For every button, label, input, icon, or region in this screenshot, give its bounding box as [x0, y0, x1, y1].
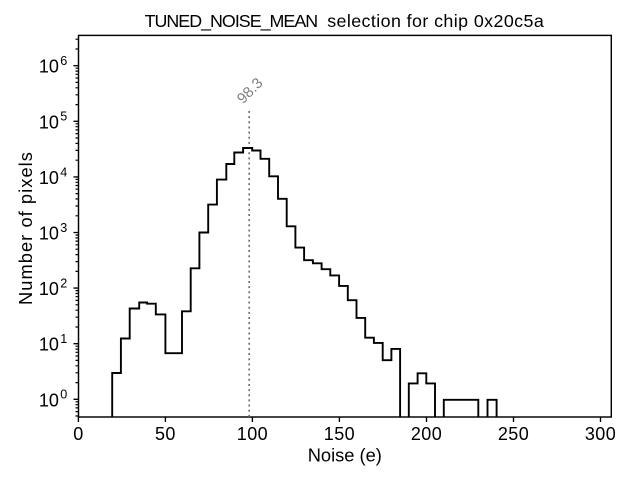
svg-text:0: 0	[60, 388, 67, 402]
svg-text:3: 3	[60, 221, 67, 235]
svg-text:0: 0	[73, 424, 83, 444]
svg-text:100: 100	[237, 424, 268, 444]
svg-text:10: 10	[39, 224, 59, 244]
svg-text:TUNED_NOISE_MEAN: TUNED_NOISE_MEAN	[145, 11, 318, 32]
svg-text:4: 4	[60, 165, 67, 179]
svg-text:200: 200	[411, 424, 442, 444]
svg-text:10: 10	[39, 168, 59, 188]
svg-text:selection for chip 0x20c5a: selection for chip 0x20c5a	[327, 11, 544, 31]
svg-text:300: 300	[585, 424, 616, 444]
svg-text:6: 6	[60, 54, 67, 68]
svg-text:150: 150	[324, 424, 355, 444]
svg-text:50: 50	[155, 424, 176, 444]
svg-text:Noise (e): Noise (e)	[308, 445, 382, 466]
svg-text:10: 10	[39, 390, 59, 410]
svg-text:1: 1	[60, 332, 67, 346]
svg-text:Number of pixels: Number of pixels	[15, 151, 36, 305]
svg-text:2: 2	[60, 277, 67, 291]
svg-text:10: 10	[39, 57, 59, 77]
svg-text:10: 10	[39, 335, 59, 355]
svg-text:10: 10	[39, 279, 59, 299]
svg-text:250: 250	[498, 424, 529, 444]
svg-text:10: 10	[39, 112, 59, 132]
svg-text:5: 5	[60, 110, 67, 124]
